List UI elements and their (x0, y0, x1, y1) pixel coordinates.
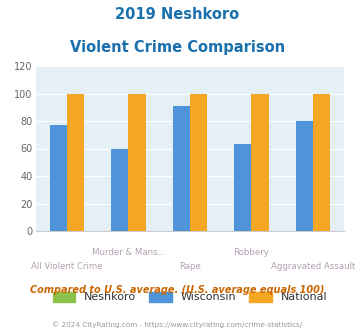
Legend: Neshkoro, Wisconsin, National: Neshkoro, Wisconsin, National (47, 286, 333, 308)
Bar (129, 93, 146, 231)
Text: Robbery: Robbery (234, 248, 269, 257)
Text: 2019 Neshkoro: 2019 Neshkoro (115, 7, 240, 21)
Bar (296, 121, 313, 231)
Bar (313, 93, 330, 231)
Text: Violent Crime Comparison: Violent Crime Comparison (70, 40, 285, 54)
Bar (111, 148, 129, 231)
Text: Aggravated Assault: Aggravated Assault (271, 262, 355, 271)
Text: Rape: Rape (179, 262, 201, 271)
Bar (251, 93, 269, 231)
Bar (190, 93, 207, 231)
Bar (234, 145, 251, 231)
Bar (50, 125, 67, 231)
Bar (173, 106, 190, 231)
Bar (67, 93, 84, 231)
Text: Compared to U.S. average. (U.S. average equals 100): Compared to U.S. average. (U.S. average … (30, 285, 325, 295)
Text: Murder & Mans...: Murder & Mans... (92, 248, 165, 257)
Text: © 2024 CityRating.com - https://www.cityrating.com/crime-statistics/: © 2024 CityRating.com - https://www.city… (53, 322, 302, 328)
Text: All Violent Crime: All Violent Crime (31, 262, 103, 271)
